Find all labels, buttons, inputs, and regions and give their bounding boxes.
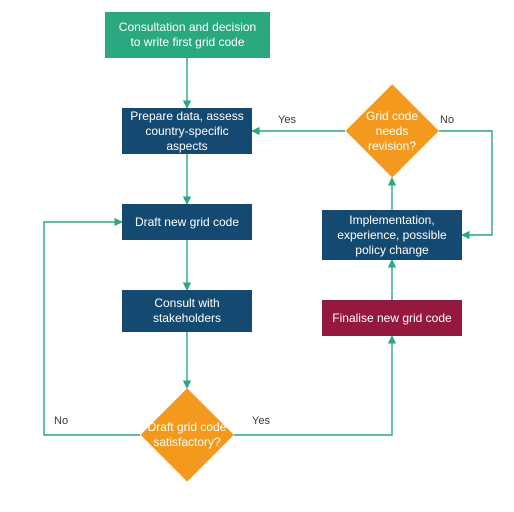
node-label: Consultation and decision to write first… bbox=[113, 20, 262, 50]
node-decision-satisfactory: Draft grid code satisfactory? bbox=[140, 388, 234, 482]
node-label: Draft new grid code bbox=[135, 215, 239, 230]
node-consult: Consult with stakeholders bbox=[122, 290, 252, 332]
node-finalise: Finalise new grid code bbox=[322, 300, 462, 336]
node-label: Draft grid code satisfactory? bbox=[140, 420, 234, 450]
node-label: Implementation, experience, possible pol… bbox=[330, 213, 454, 258]
node-draft-grid-code: Draft new grid code bbox=[122, 204, 252, 240]
node-implementation: Implementation, experience, possible pol… bbox=[322, 210, 462, 260]
node-prepare-data: Prepare data, assess country-specific as… bbox=[122, 108, 252, 154]
node-start: Consultation and decision to write first… bbox=[105, 12, 270, 58]
flowchart-canvas: Consultation and decision to write first… bbox=[0, 0, 514, 512]
edge-label-no: No bbox=[440, 114, 454, 126]
node-label: Grid code needs revision? bbox=[345, 109, 439, 154]
edge-label-no: No bbox=[54, 415, 68, 427]
edge-label-yes: Yes bbox=[252, 415, 270, 427]
node-decision-revision: Grid code needs revision? bbox=[345, 84, 439, 178]
node-label: Finalise new grid code bbox=[332, 311, 451, 326]
node-label: Consult with stakeholders bbox=[130, 296, 244, 326]
edge-label-yes: Yes bbox=[278, 114, 296, 126]
node-label: Prepare data, assess country-specific as… bbox=[130, 109, 244, 154]
